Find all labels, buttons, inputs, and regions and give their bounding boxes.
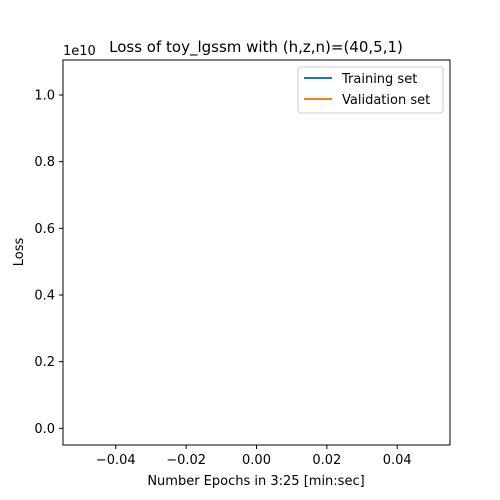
legend-label-training: Training set [341, 72, 417, 87]
plot-area [63, 60, 450, 445]
chart-title: Loss of toy_lgssm with (h,z,n)=(40,5,1) [109, 38, 403, 57]
y-tick-label: 0.8 [34, 155, 55, 170]
y-tick-label: 0.0 [34, 422, 55, 437]
y-tick-label: 0.4 [34, 289, 55, 304]
x-tick-label: 0.00 [242, 453, 271, 468]
legend: Training set Validation set [297, 66, 444, 114]
x-tick-label: 0.04 [383, 453, 412, 468]
x-tick-label: −0.02 [166, 453, 206, 468]
x-tick-label: 0.02 [312, 453, 341, 468]
y-axis-ticks: 0.0 0.2 0.4 0.6 0.8 1.0 [34, 89, 63, 437]
y-tick-label: 1.0 [34, 89, 55, 104]
legend-box [297, 66, 444, 114]
y-tick-label: 0.6 [34, 222, 55, 237]
y-offset-text: 1e10 [63, 44, 96, 59]
plot-frame [62, 59, 451, 446]
x-tick-label: −0.04 [96, 453, 136, 468]
legend-label-validation: Validation set [342, 93, 430, 108]
y-axis-label: Loss [12, 238, 27, 267]
y-tick-label: 0.2 [34, 355, 55, 370]
x-axis-ticks: −0.04 −0.02 0.00 0.02 0.04 [96, 445, 412, 468]
x-axis-label: Number Epochs in 3:25 [min:sec] [147, 474, 364, 489]
